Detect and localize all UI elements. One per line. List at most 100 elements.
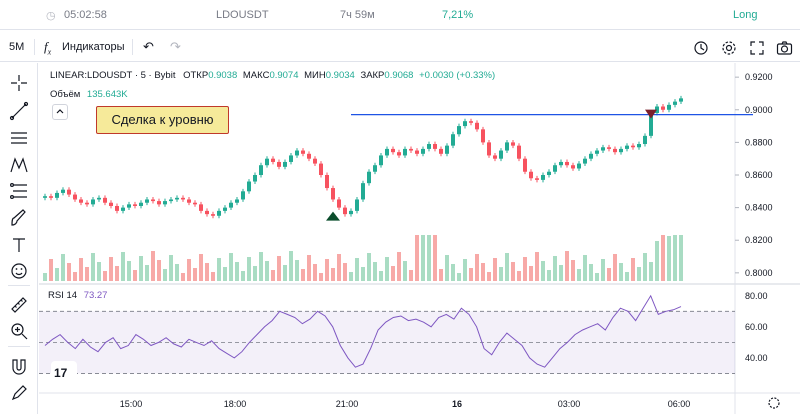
magnet-icon[interactable]	[9, 357, 29, 377]
candle-body	[379, 155, 383, 166]
volume-bar	[271, 270, 275, 281]
candle-body	[445, 145, 449, 154]
volume-bar	[79, 258, 83, 281]
candle-body	[565, 161, 569, 166]
candle-body	[331, 188, 335, 200]
fx-icon[interactable]: fx	[44, 39, 52, 57]
volume-bar	[427, 235, 431, 281]
candle-body	[163, 201, 167, 205]
price-chart[interactable]: 0.9200 0.9000 0.8800 0.8600 0.8400 0.8200 0.80…	[39, 63, 800, 414]
redo-icon[interactable]: ↷	[170, 39, 181, 54]
candle-body	[211, 214, 215, 216]
candle-body	[589, 153, 593, 159]
volume-bar	[601, 259, 605, 281]
candle-body	[265, 158, 269, 166]
volume-bar	[151, 251, 155, 281]
candle-body	[91, 199, 95, 205]
lock-pencil-icon[interactable]	[9, 383, 29, 403]
candle-body	[535, 178, 539, 180]
candle-body	[259, 165, 263, 175]
volume-bar	[637, 267, 641, 281]
volume-bar	[193, 268, 197, 281]
candle-body	[607, 147, 611, 149]
collapse-legend-button[interactable]	[52, 104, 68, 120]
time-tick-label: 15:00	[120, 399, 143, 409]
volume-bar	[127, 261, 131, 281]
volume-bar	[397, 252, 401, 281]
candle-body	[409, 148, 413, 151]
candle-body	[205, 210, 209, 215]
trade-annotation[interactable]: Сделка к уровню	[96, 106, 229, 134]
horizontal-lines-icon[interactable]	[9, 128, 29, 148]
entry-marker	[326, 211, 340, 221]
settings-gear-icon[interactable]	[721, 39, 737, 57]
fullscreen-icon[interactable]	[749, 39, 765, 57]
volume-bar	[373, 262, 377, 281]
volume-bar	[199, 254, 203, 281]
volume-bar	[517, 271, 521, 281]
candle-body	[661, 106, 665, 110]
volume-bar	[205, 263, 209, 281]
volume-bar	[265, 261, 269, 281]
trend-line-icon[interactable]	[9, 101, 29, 121]
candle-body	[403, 148, 407, 156]
volume-bar	[475, 254, 479, 281]
interval-button[interactable]: 5M	[9, 41, 25, 53]
candle-body	[583, 158, 587, 164]
volume-bar	[505, 253, 509, 281]
rsi-tick-label: 40.00	[745, 353, 768, 363]
candle-body	[121, 207, 125, 211]
candle-body	[667, 104, 671, 110]
emoji-icon[interactable]	[9, 261, 29, 281]
camera-icon[interactable]	[776, 39, 793, 57]
volume-value: 135.643K	[86, 89, 128, 100]
candle-body	[637, 144, 641, 148]
candle-body	[127, 204, 131, 208]
candle-body	[367, 171, 371, 184]
volume-bar	[235, 262, 239, 281]
candle-body	[649, 113, 653, 136]
brush-icon[interactable]	[9, 208, 29, 228]
pattern-icon[interactable]	[9, 155, 29, 175]
volume-bar	[97, 262, 101, 281]
time-tick-label: 16	[452, 399, 462, 409]
volume-bar	[67, 263, 71, 281]
candle-body	[529, 171, 533, 179]
candle-body	[187, 199, 191, 203]
candle-body	[469, 121, 473, 123]
legend-low: 0.9034	[325, 70, 355, 81]
crosshair-icon[interactable]	[9, 73, 29, 93]
axis-settings-icon	[768, 397, 780, 409]
ruler-icon[interactable]	[9, 295, 29, 315]
candle-body	[595, 150, 599, 154]
position-symbol: LDOUSDT	[216, 9, 269, 21]
candle-body	[499, 150, 503, 159]
undo-icon[interactable]: ↶	[143, 39, 154, 54]
zoom-in-icon[interactable]	[9, 321, 29, 341]
volume-label: Объём	[50, 89, 81, 100]
candle-body	[289, 155, 293, 162]
candle-body	[343, 207, 347, 215]
volume-bar	[493, 258, 497, 281]
candle-body	[433, 144, 437, 149]
volume-bar	[499, 267, 503, 281]
chevron-up-icon	[56, 109, 64, 114]
replay-icon[interactable]	[693, 39, 709, 57]
candle-body	[229, 202, 233, 208]
volume-bar	[385, 257, 389, 281]
candle-body	[673, 101, 677, 105]
text-icon[interactable]	[9, 235, 29, 255]
volume-bar	[571, 260, 575, 281]
candle-body	[373, 165, 377, 172]
volume-bar	[529, 266, 533, 281]
volume-bar	[559, 265, 563, 281]
drawing-toolbar	[0, 63, 38, 414]
candle-body	[655, 106, 659, 114]
volume-bar	[595, 273, 599, 281]
volume-legend: Объём 135.643K	[50, 89, 128, 100]
indicators-button[interactable]: Индикаторы	[62, 41, 125, 53]
legend-high-label: МАКС	[242, 70, 270, 81]
fib-icon[interactable]	[9, 181, 29, 201]
price-tick-label: 0.8400	[745, 203, 773, 213]
time-tick-label: 21:00	[336, 399, 359, 409]
